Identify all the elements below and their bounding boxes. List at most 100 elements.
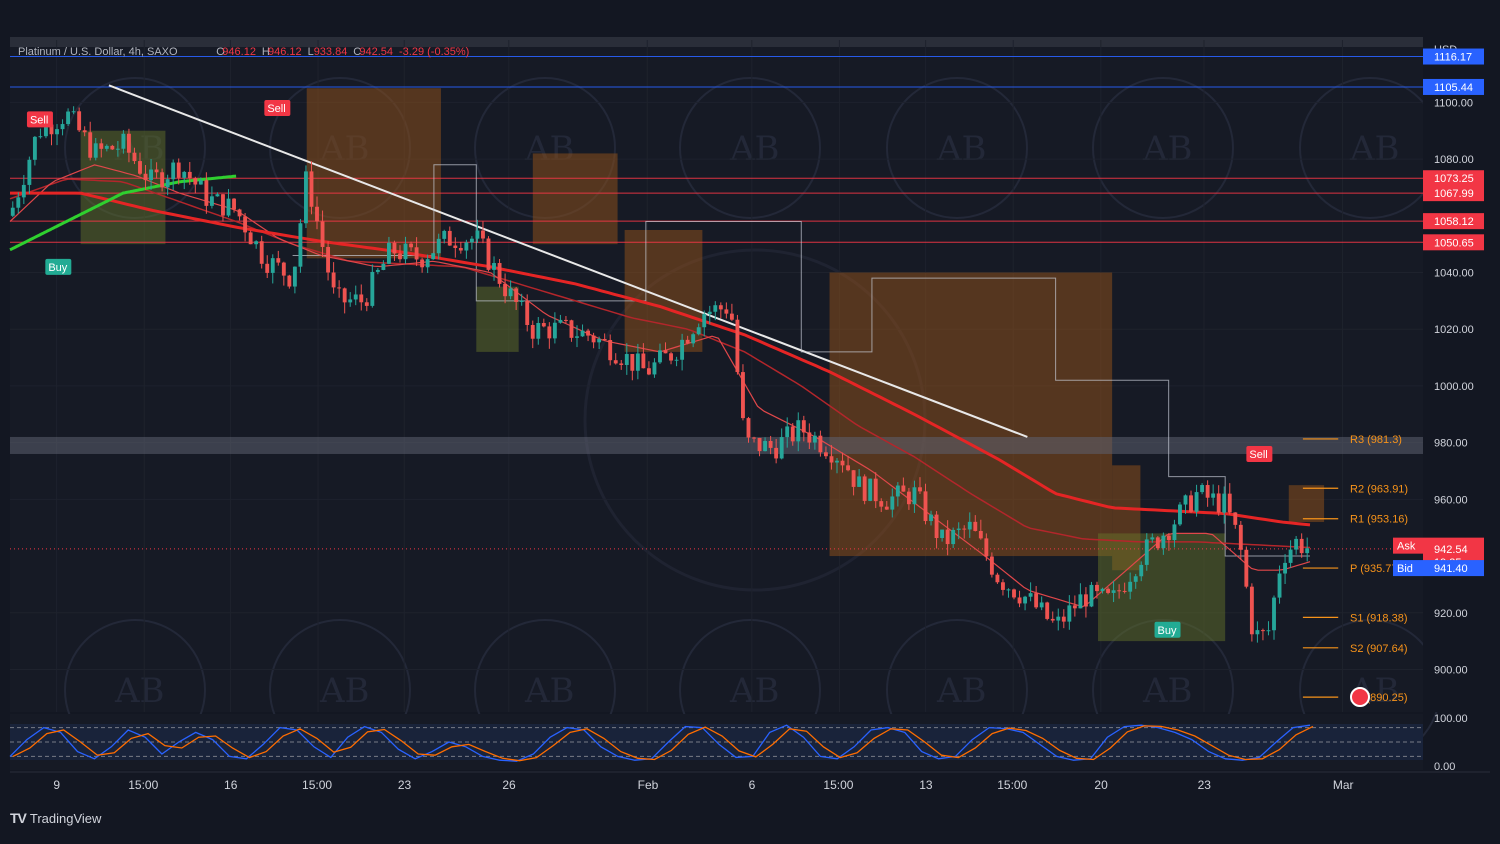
candle-body <box>431 253 436 260</box>
candle-body <box>226 198 231 216</box>
candle-body <box>469 238 474 243</box>
candle-body <box>44 124 48 137</box>
candle-body <box>663 350 668 354</box>
candle-body <box>1299 538 1304 554</box>
candle-body <box>846 465 850 471</box>
signal-buy <box>1154 621 1181 638</box>
candle-body <box>1178 504 1182 525</box>
signal-label: Sell <box>267 103 285 115</box>
candle-body <box>348 299 353 303</box>
candle-body <box>209 196 214 206</box>
pivot-label: S1 (918.38) <box>1350 612 1407 624</box>
candle-body <box>276 258 281 263</box>
c-value: 942.54 <box>359 46 393 58</box>
price-tag <box>1423 213 1484 230</box>
candle-body <box>171 162 176 180</box>
candle-body <box>840 460 845 466</box>
candle-body <box>320 221 325 247</box>
candle-body <box>812 435 817 443</box>
candle-body <box>259 241 264 264</box>
candle-body <box>104 145 109 149</box>
candle-body <box>143 173 148 181</box>
y-tick-label: 1020.00 <box>1434 324 1474 336</box>
support-zone <box>476 286 519 352</box>
candle-body <box>132 152 137 162</box>
x-tick-label: 15:00 <box>997 778 1027 792</box>
candle-body <box>685 339 690 344</box>
candle-body <box>1166 535 1171 541</box>
candle-body <box>475 230 480 239</box>
pivot-label: S2 (907.64) <box>1350 643 1407 655</box>
change-value: -3.29 (-0.35%) <box>399 46 469 58</box>
candle-body <box>569 320 574 338</box>
y-tick-label: 1100.00 <box>1434 97 1473 109</box>
candle-body <box>895 485 900 497</box>
candle-body <box>370 271 375 306</box>
header-bar <box>10 37 1423 47</box>
price-tag-label: 1067.99 <box>1434 188 1474 200</box>
candle-body <box>27 159 32 185</box>
candle-body <box>1089 584 1094 607</box>
bid-label: Bid <box>1397 563 1413 575</box>
candle-body <box>857 476 862 487</box>
candle-body <box>1277 573 1282 598</box>
candle-body <box>176 162 181 178</box>
candle-body <box>265 263 270 273</box>
candle-body <box>342 288 347 303</box>
candle-body <box>414 247 419 260</box>
candle-body <box>60 124 65 130</box>
watermark-text: AB <box>729 671 780 711</box>
pivot-label: R3 (981.3) <box>1350 434 1402 446</box>
candle-body <box>597 339 602 343</box>
candle-body <box>989 556 994 575</box>
x-tick-label: Feb <box>638 778 659 792</box>
candle-body <box>1200 485 1205 493</box>
candle-body <box>591 335 596 343</box>
candle-body <box>110 145 115 150</box>
pivot-label: R2 (963.91) <box>1350 483 1408 495</box>
candle-body <box>680 339 685 360</box>
price-tag <box>1423 78 1484 95</box>
candle-body <box>541 323 546 327</box>
watermark-text: AB <box>524 671 575 711</box>
candle-body <box>270 258 275 273</box>
candle-body <box>1161 535 1166 549</box>
h-label: H <box>262 46 270 58</box>
candle-body <box>353 294 358 300</box>
candle-body <box>851 470 856 487</box>
price-tag-label: 1073.25 <box>1434 173 1474 185</box>
x-tick-label: 15:00 <box>823 778 853 792</box>
candle-body <box>547 326 552 339</box>
signal-sell <box>1246 445 1273 462</box>
candle-body <box>254 241 259 245</box>
candle-body <box>287 275 292 287</box>
candle-body <box>1222 493 1227 513</box>
price-tag-label: 1105.44 <box>1434 82 1473 94</box>
candle-body <box>713 305 718 312</box>
candle-body <box>613 360 618 364</box>
candle-body <box>1106 588 1110 593</box>
candle-body <box>1205 485 1210 498</box>
tradingview-logo-icon: TV <box>10 810 27 826</box>
candle-body <box>381 263 386 270</box>
candle-body <box>49 124 54 135</box>
candle-body <box>796 420 801 442</box>
signal-label: Sell <box>30 114 48 126</box>
candle-body <box>624 354 629 365</box>
candle-body <box>674 359 679 361</box>
tradingview-brand: TV TradingView <box>10 810 101 826</box>
y-tick-label: 1080.00 <box>1434 154 1474 166</box>
supply-zone <box>1288 485 1325 523</box>
candle-body <box>304 171 308 224</box>
candle-body <box>564 319 568 321</box>
candle-body <box>281 262 286 276</box>
candle-body <box>1050 618 1055 621</box>
candle-body <box>658 350 662 363</box>
x-tick-label: 26 <box>502 778 516 792</box>
candle-body <box>1283 562 1288 574</box>
candle-body <box>1233 512 1238 525</box>
candle-body <box>508 288 513 297</box>
candle-body <box>873 478 878 502</box>
candle-body <box>458 247 463 251</box>
